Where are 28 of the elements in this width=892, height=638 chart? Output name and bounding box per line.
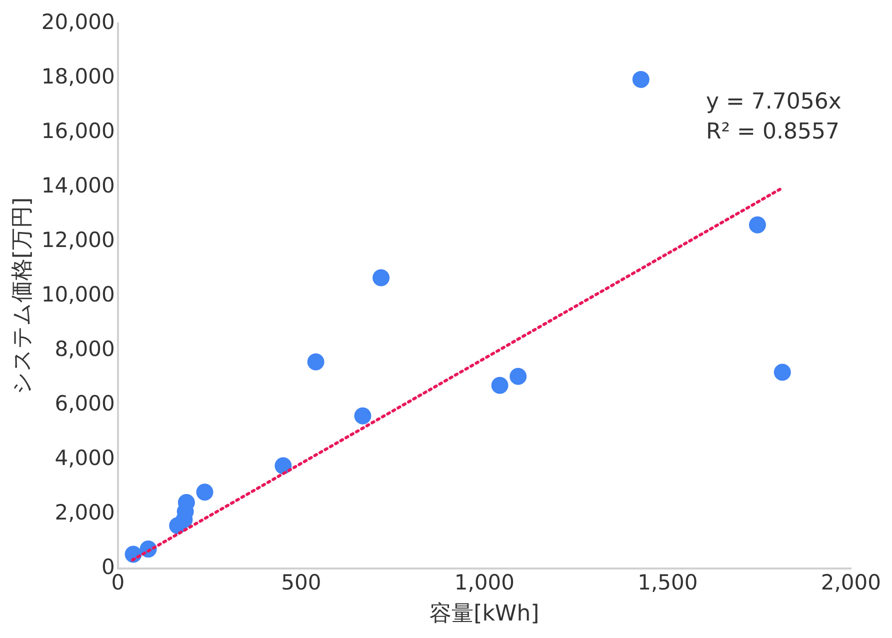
- point: [196, 484, 214, 501]
- y-tick-label: 6,000: [54, 391, 115, 416]
- y-tick-label: 2,000: [54, 500, 115, 524]
- point: [632, 70, 650, 88]
- point: [510, 368, 527, 385]
- y-tick-label: 4,000: [54, 446, 115, 470]
- point: [748, 216, 766, 234]
- point: [354, 407, 372, 424]
- x-tick-label: 2,000: [820, 570, 882, 594]
- point: [774, 364, 791, 381]
- point: [491, 376, 508, 394]
- y-tick-label: 18,000: [41, 64, 115, 89]
- x-tick-label: 500: [281, 570, 322, 594]
- annotation: R² = 0.8557: [706, 119, 840, 144]
- y-tick-label: 14,000: [41, 173, 115, 198]
- y-tick-label: 20,000: [41, 10, 115, 34]
- y-tick-label: 16,000: [41, 119, 115, 144]
- y-tick-label: 12,000: [41, 228, 115, 252]
- x-tick-label: 1,500: [638, 570, 698, 594]
- y-axis-title: システム価格[万円]: [10, 197, 35, 395]
- x-axis-title: 容量[kWh]: [430, 602, 540, 627]
- y-tick-label: 10,000: [41, 282, 115, 306]
- y-tick-label: 8,000: [54, 336, 115, 361]
- annotation: y = 7.7056x: [706, 89, 842, 114]
- x-tick-label: 1,000: [454, 570, 514, 594]
- point: [307, 353, 324, 370]
- point: [372, 269, 390, 286]
- point: [274, 457, 292, 474]
